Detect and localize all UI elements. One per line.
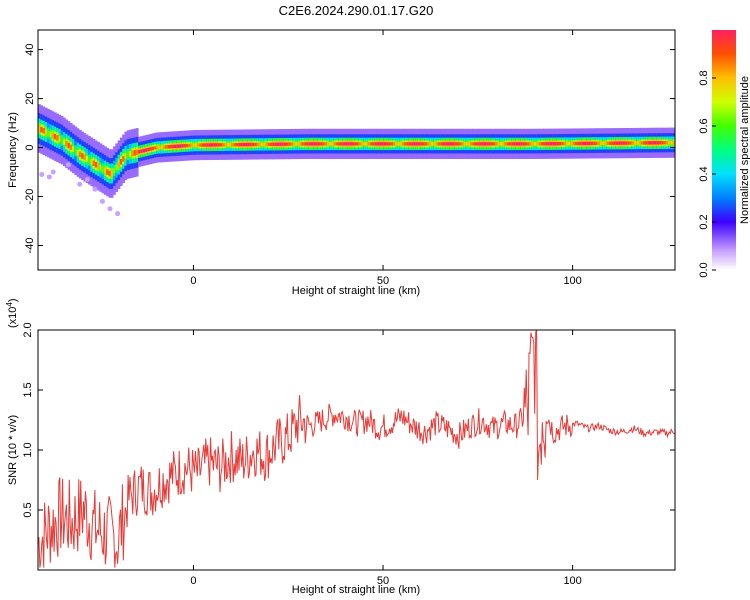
snr-series-line	[38, 330, 675, 568]
colorbar-tick-label-4: 0.8	[698, 70, 710, 85]
spectrogram-speckle-7	[115, 211, 121, 217]
snr-ytick-label-0: 0.5	[22, 502, 34, 517]
snr-scale-exp: 4	[5, 302, 14, 307]
snr-xtick-label-1: 50	[377, 575, 389, 587]
spectrogram-speckle-9	[84, 176, 90, 182]
spectrogram-ytick-label-3: -20	[24, 189, 36, 205]
spectrogram-speckle-0	[39, 171, 45, 177]
spectrogram-speckle-3	[77, 181, 83, 187]
spectrogram-speckle-6	[107, 206, 113, 212]
spectrogram-ytick-label-1: 20	[24, 92, 36, 104]
colorbar-tick-label-2: 0.4	[698, 166, 710, 181]
spectrogram-speckle-1	[46, 174, 52, 180]
snr-ytick-label-1: 1.0	[22, 442, 34, 457]
spectrogram-ytick-label-0: 40	[24, 43, 36, 55]
snr-ytick-label-2: 1.5	[22, 382, 34, 397]
snr-scale-label: (x104)	[5, 298, 19, 328]
spectrogram-speckle-8	[65, 162, 71, 168]
snr-frame	[37, 329, 676, 571]
colorbar-tick-label-0: 0.0	[698, 262, 710, 277]
spectrogram-speckle-4	[92, 186, 98, 192]
colorbar-tick-label-1: 0.2	[698, 214, 710, 229]
colorbar-gradient	[712, 30, 736, 270]
snr-xtick-label-0: 0	[190, 575, 196, 587]
snr-ylabel: SNR (10 * v/v)	[7, 415, 19, 485]
spectrogram-xlabel: Height of straight line (km)	[292, 285, 420, 297]
colorbar-ticks: 0.0 0.2 0.4 0.6 0.8	[698, 70, 716, 278]
snr-scale-close: )	[7, 298, 19, 302]
svg-text:(x104): (x104)	[5, 298, 19, 328]
spectrogram-ytick-label-4: -40	[24, 238, 36, 254]
spectrogram-speckle-5	[99, 198, 105, 204]
spectrogram-ylabel: Frequency (Hz)	[7, 112, 19, 188]
colorbar: 0.0 0.2 0.4 0.6 0.8 Normalized spectral ampl…	[698, 30, 750, 278]
snr-panel: 0 50 100 0.5 1.0 1.5 2.0 Height of straight li…	[5, 298, 676, 596]
snr-xtick-label-2: 100	[563, 575, 581, 587]
snr-axes: 0 50 100 0.5 1.0 1.5 2.0	[22, 322, 675, 587]
page-title: C2E6.2024.290.01.17.G20	[279, 3, 434, 18]
spectrogram-heatmap	[38, 104, 675, 217]
spectrogram-axes: 0 50 100 40 20 0 -20 -40	[24, 30, 675, 287]
spectrogram-ytick-label-2: 0	[24, 144, 36, 150]
spectrogram-frame	[37, 29, 676, 271]
colorbar-tick-label-3: 0.6	[698, 118, 710, 133]
spectrogram-xtick-label-2: 100	[563, 275, 581, 287]
snr-ytick-label-3: 2.0	[22, 322, 34, 337]
spectrogram-xtick-label-0: 0	[190, 275, 196, 287]
colorbar-label: Normalized spectral amplitude	[739, 76, 750, 224]
snr-xlabel: Height of straight line (km)	[292, 584, 420, 596]
spectrogram-speckle-2	[50, 169, 56, 175]
spectrogram-xtick-label-1: 50	[377, 275, 389, 287]
snr-scale-base: (x10	[7, 307, 19, 328]
spectrogram-panel: 0 50 100 40 20 0 -20 -40 Height of straight lin…	[7, 29, 676, 297]
